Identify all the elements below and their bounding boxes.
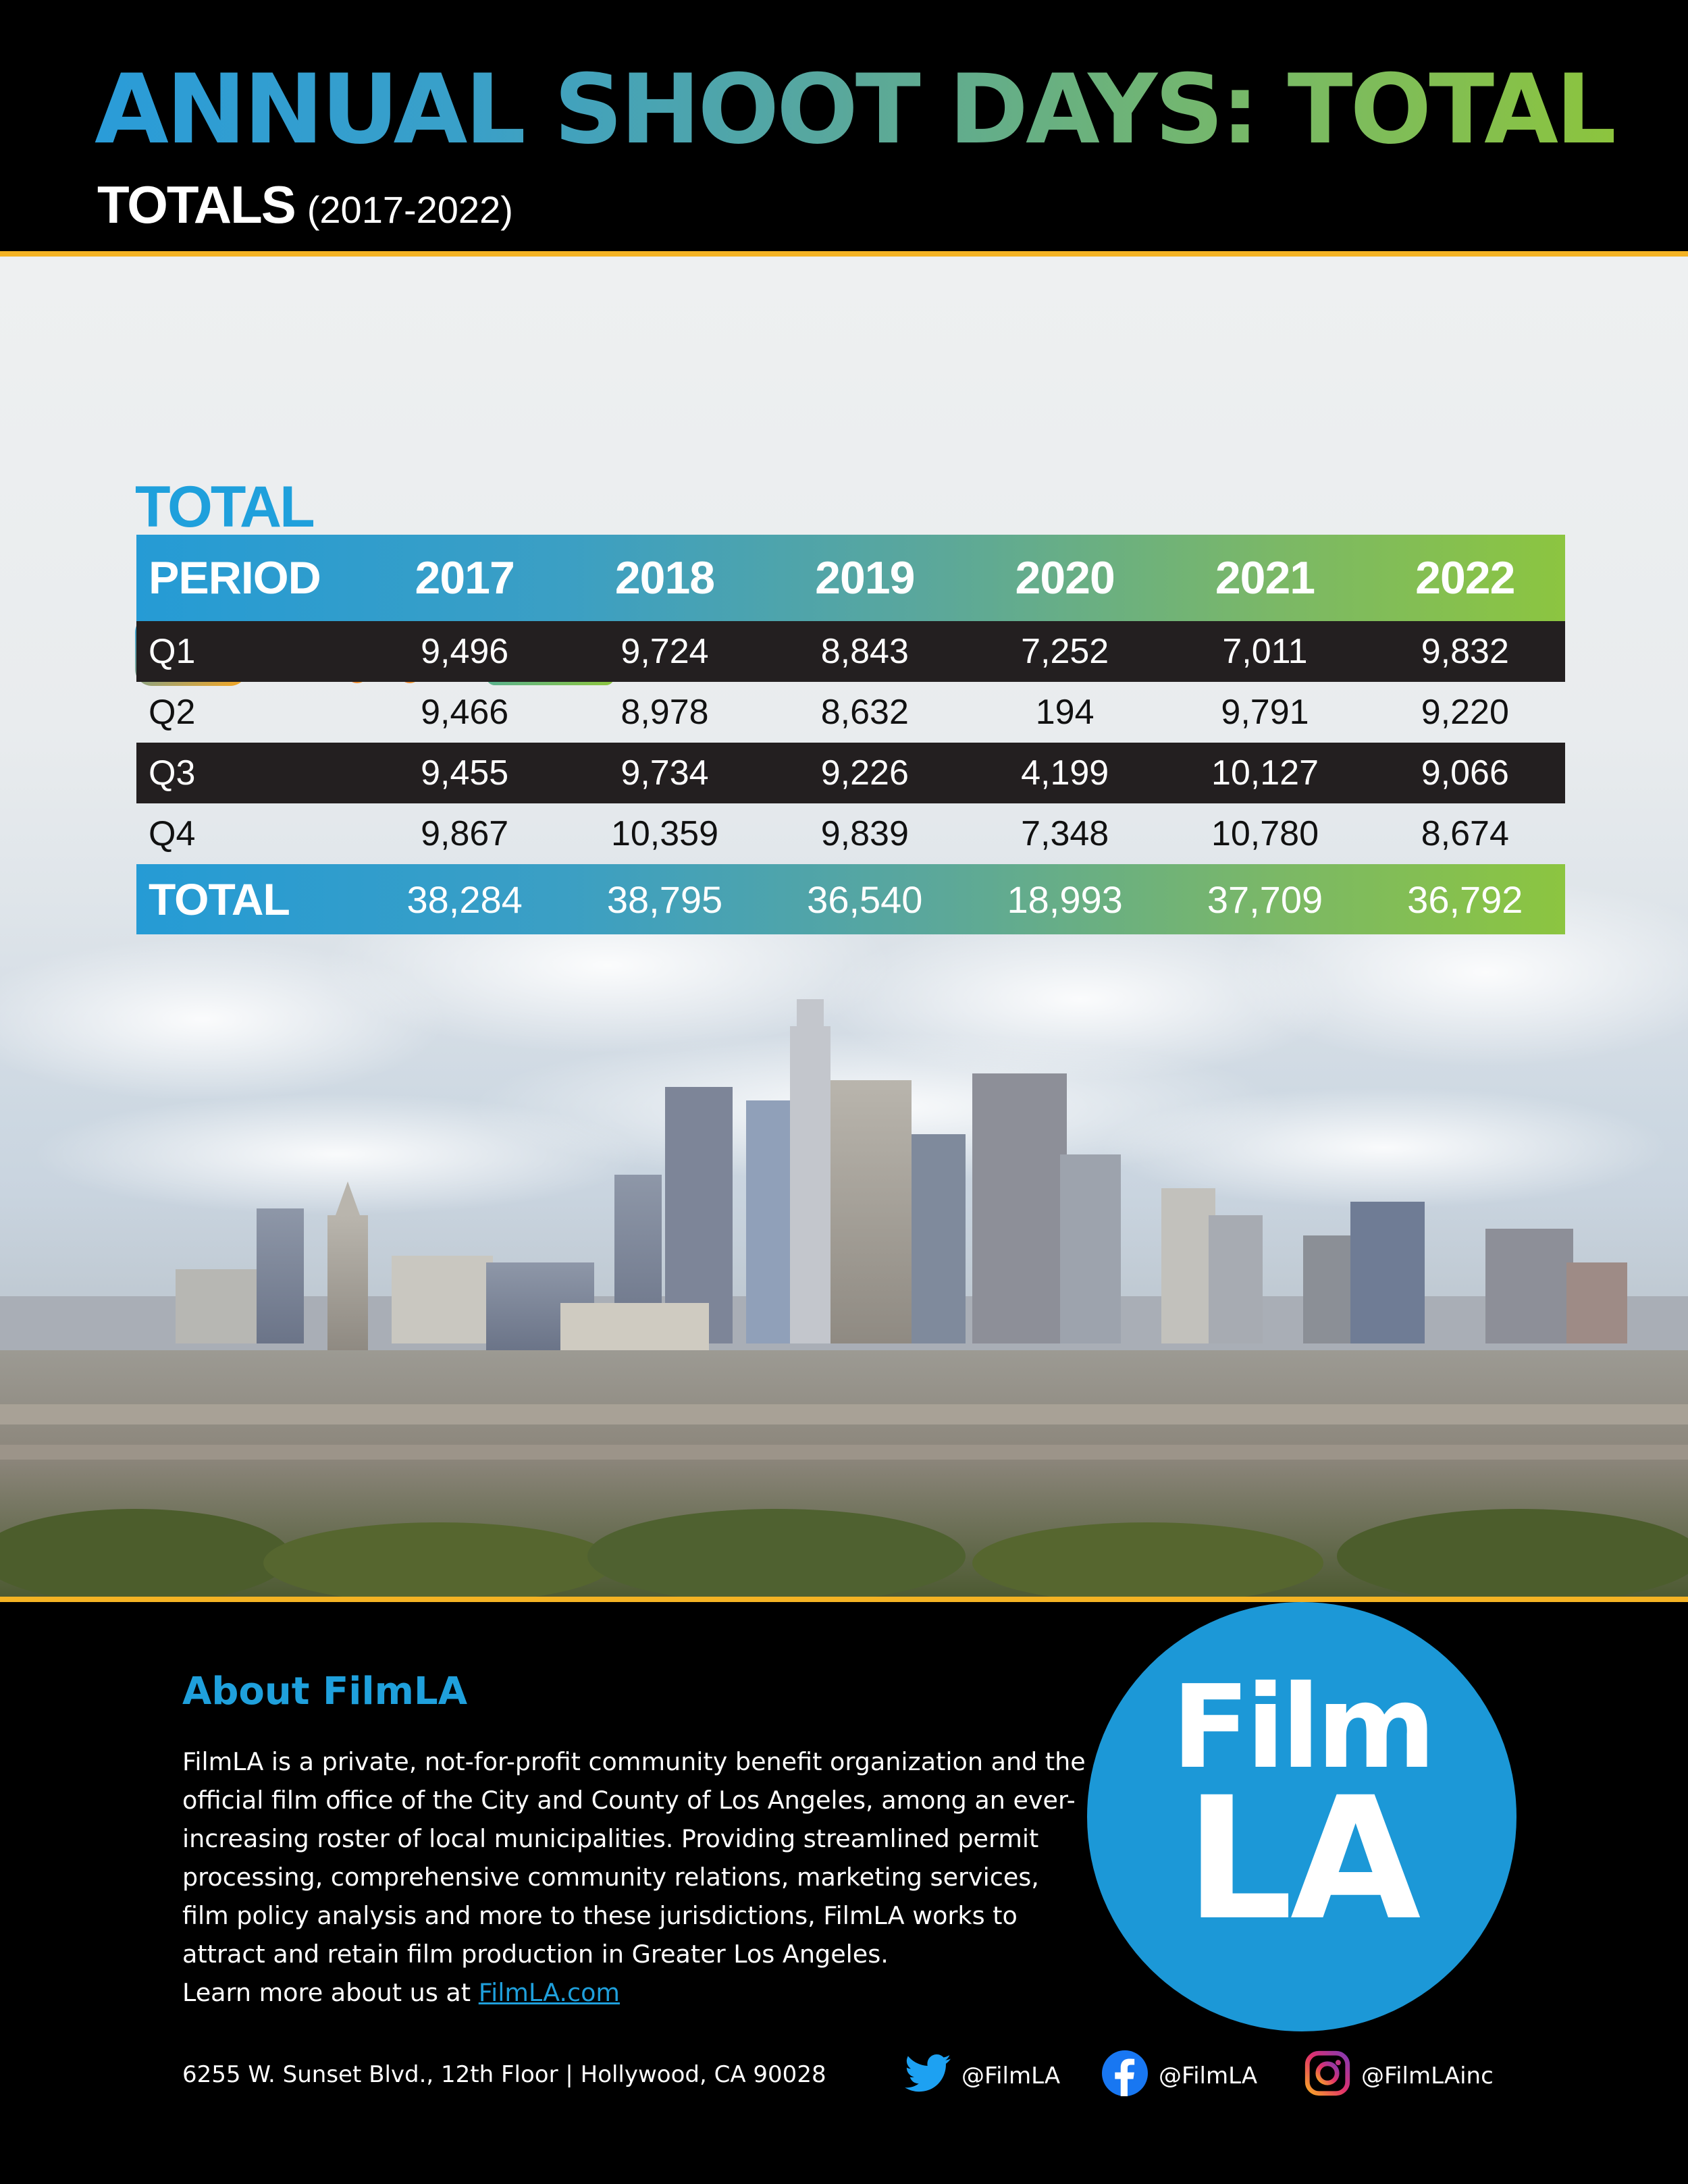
period-cell: Q1 bbox=[136, 621, 365, 682]
value-cell: 9,867 bbox=[421, 814, 509, 853]
table-total-row: TOTAL 38,284 38,795 36,540 18,993 37,709… bbox=[136, 864, 1565, 934]
table-row: Q4 9,867 10,359 9,839 7,348 10,780 8,674 bbox=[136, 803, 1565, 864]
subtitle-label: TOTALS bbox=[97, 175, 296, 234]
value-cell: 9,226 bbox=[764, 743, 965, 803]
total-cell: 18,993 bbox=[1007, 878, 1123, 921]
column-header: 2018 bbox=[614, 552, 715, 604]
value-cell: 9,220 bbox=[1421, 693, 1509, 732]
instagram-link[interactable]: @FilmLAinc bbox=[1304, 2049, 1494, 2103]
value-cell: 9,791 bbox=[1221, 693, 1309, 732]
table-row: Q1 9,496 9,724 8,843 7,252 7,011 9,832 bbox=[136, 621, 1565, 682]
header: ANNUAL SHOOT DAYS: TOTAL TOTALS (2017-202… bbox=[0, 0, 1688, 251]
value-cell: 194 bbox=[1035, 693, 1094, 732]
column-header: 2022 bbox=[1415, 552, 1515, 604]
column-header: 2020 bbox=[1015, 552, 1115, 604]
address: 6255 W. Sunset Blvd., 12th Floor | Holly… bbox=[182, 2061, 826, 2088]
learn-more-text: Learn more about us at bbox=[182, 1978, 471, 2007]
about-text: FilmLA is a private, not-for-profit comm… bbox=[182, 1742, 1087, 2012]
value-cell: 10,359 bbox=[610, 814, 719, 853]
subtitle-range: (2017-2022) bbox=[307, 188, 513, 231]
column-header: 2019 bbox=[815, 552, 915, 604]
facebook-handle: @FilmLA bbox=[1159, 2062, 1258, 2089]
twitter-link[interactable]: @FilmLA bbox=[905, 2049, 1060, 2103]
total-cell: 36,540 bbox=[807, 878, 923, 921]
total-cell: 36,792 bbox=[1407, 878, 1523, 921]
value-cell: 10,780 bbox=[1211, 814, 1319, 853]
value-cell: 9,455 bbox=[365, 743, 565, 803]
column-header: PERIOD bbox=[149, 552, 321, 604]
footer: About FilmLA FilmLA is a private, not-fo… bbox=[0, 1602, 1688, 2184]
total-cell: 37,709 bbox=[1207, 878, 1323, 921]
instagram-icon bbox=[1304, 2050, 1350, 2102]
about-body: FilmLA is a private, not-for-profit comm… bbox=[182, 1747, 1086, 1969]
value-cell: 7,348 bbox=[1021, 814, 1109, 853]
value-cell: 9,832 bbox=[1365, 621, 1565, 682]
table-row: Q3 9,455 9,734 9,226 4,199 10,127 9,066 bbox=[136, 743, 1565, 803]
facebook-icon bbox=[1102, 2050, 1148, 2102]
total-cell: 38,284 bbox=[406, 878, 523, 921]
filmla-website-link[interactable]: FilmLA.com bbox=[478, 1978, 620, 2007]
twitter-icon bbox=[905, 2054, 951, 2099]
table-label: TOTAL bbox=[135, 475, 315, 539]
period-cell: Q2 bbox=[149, 693, 196, 732]
value-cell: 8,674 bbox=[1421, 814, 1509, 853]
value-cell: 9,839 bbox=[820, 814, 909, 853]
logo-line-film: Film bbox=[1171, 1661, 1436, 1794]
value-cell: 9,466 bbox=[421, 693, 509, 732]
facebook-link[interactable]: @FilmLA bbox=[1102, 2049, 1257, 2103]
column-header: 2021 bbox=[1215, 552, 1315, 604]
about-title: About FilmLA bbox=[182, 1670, 468, 1713]
value-cell: 7,011 bbox=[1165, 621, 1365, 682]
column-header: 2017 bbox=[415, 552, 515, 604]
value-cell: 7,252 bbox=[964, 621, 1165, 682]
table-header-row: PERIOD 2017 2018 2019 2020 2021 2022 bbox=[136, 535, 1565, 621]
total-label-cell: TOTAL bbox=[149, 874, 290, 924]
value-cell: 9,496 bbox=[365, 621, 565, 682]
total-cell: 38,795 bbox=[606, 878, 723, 921]
value-cell: 9,724 bbox=[564, 621, 765, 682]
page-title: ANNUAL SHOOT DAYS: TOTAL bbox=[95, 54, 1616, 165]
period-cell: Q4 bbox=[149, 814, 196, 853]
city-skyline-photo bbox=[0, 878, 1688, 1597]
page-subtitle: TOTALS (2017-2022) bbox=[97, 174, 513, 236]
header-divider bbox=[0, 251, 1688, 257]
twitter-handle: @FilmLA bbox=[961, 2062, 1061, 2089]
skyline-section bbox=[0, 257, 1688, 1597]
table-row: Q2 9,466 8,978 8,632 194 9,791 9,220 bbox=[136, 682, 1565, 743]
filmla-logo: Film LA bbox=[1087, 1602, 1516, 2031]
value-cell: 8,632 bbox=[820, 693, 909, 732]
value-cell: 9,066 bbox=[1365, 743, 1565, 803]
period-cell: Q3 bbox=[136, 743, 365, 803]
footer-divider bbox=[0, 1597, 1688, 1602]
value-cell: 4,199 bbox=[964, 743, 1165, 803]
value-cell: 8,978 bbox=[621, 693, 709, 732]
value-cell: 9,734 bbox=[564, 743, 765, 803]
value-cell: 8,843 bbox=[764, 621, 965, 682]
instagram-handle: @FilmLAinc bbox=[1361, 2062, 1494, 2089]
shoot-days-table: PERIOD 2017 2018 2019 2020 2021 2022 Q1 … bbox=[136, 535, 1565, 934]
logo-line-la: LA bbox=[1185, 1761, 1421, 1957]
value-cell: 10,127 bbox=[1165, 743, 1365, 803]
